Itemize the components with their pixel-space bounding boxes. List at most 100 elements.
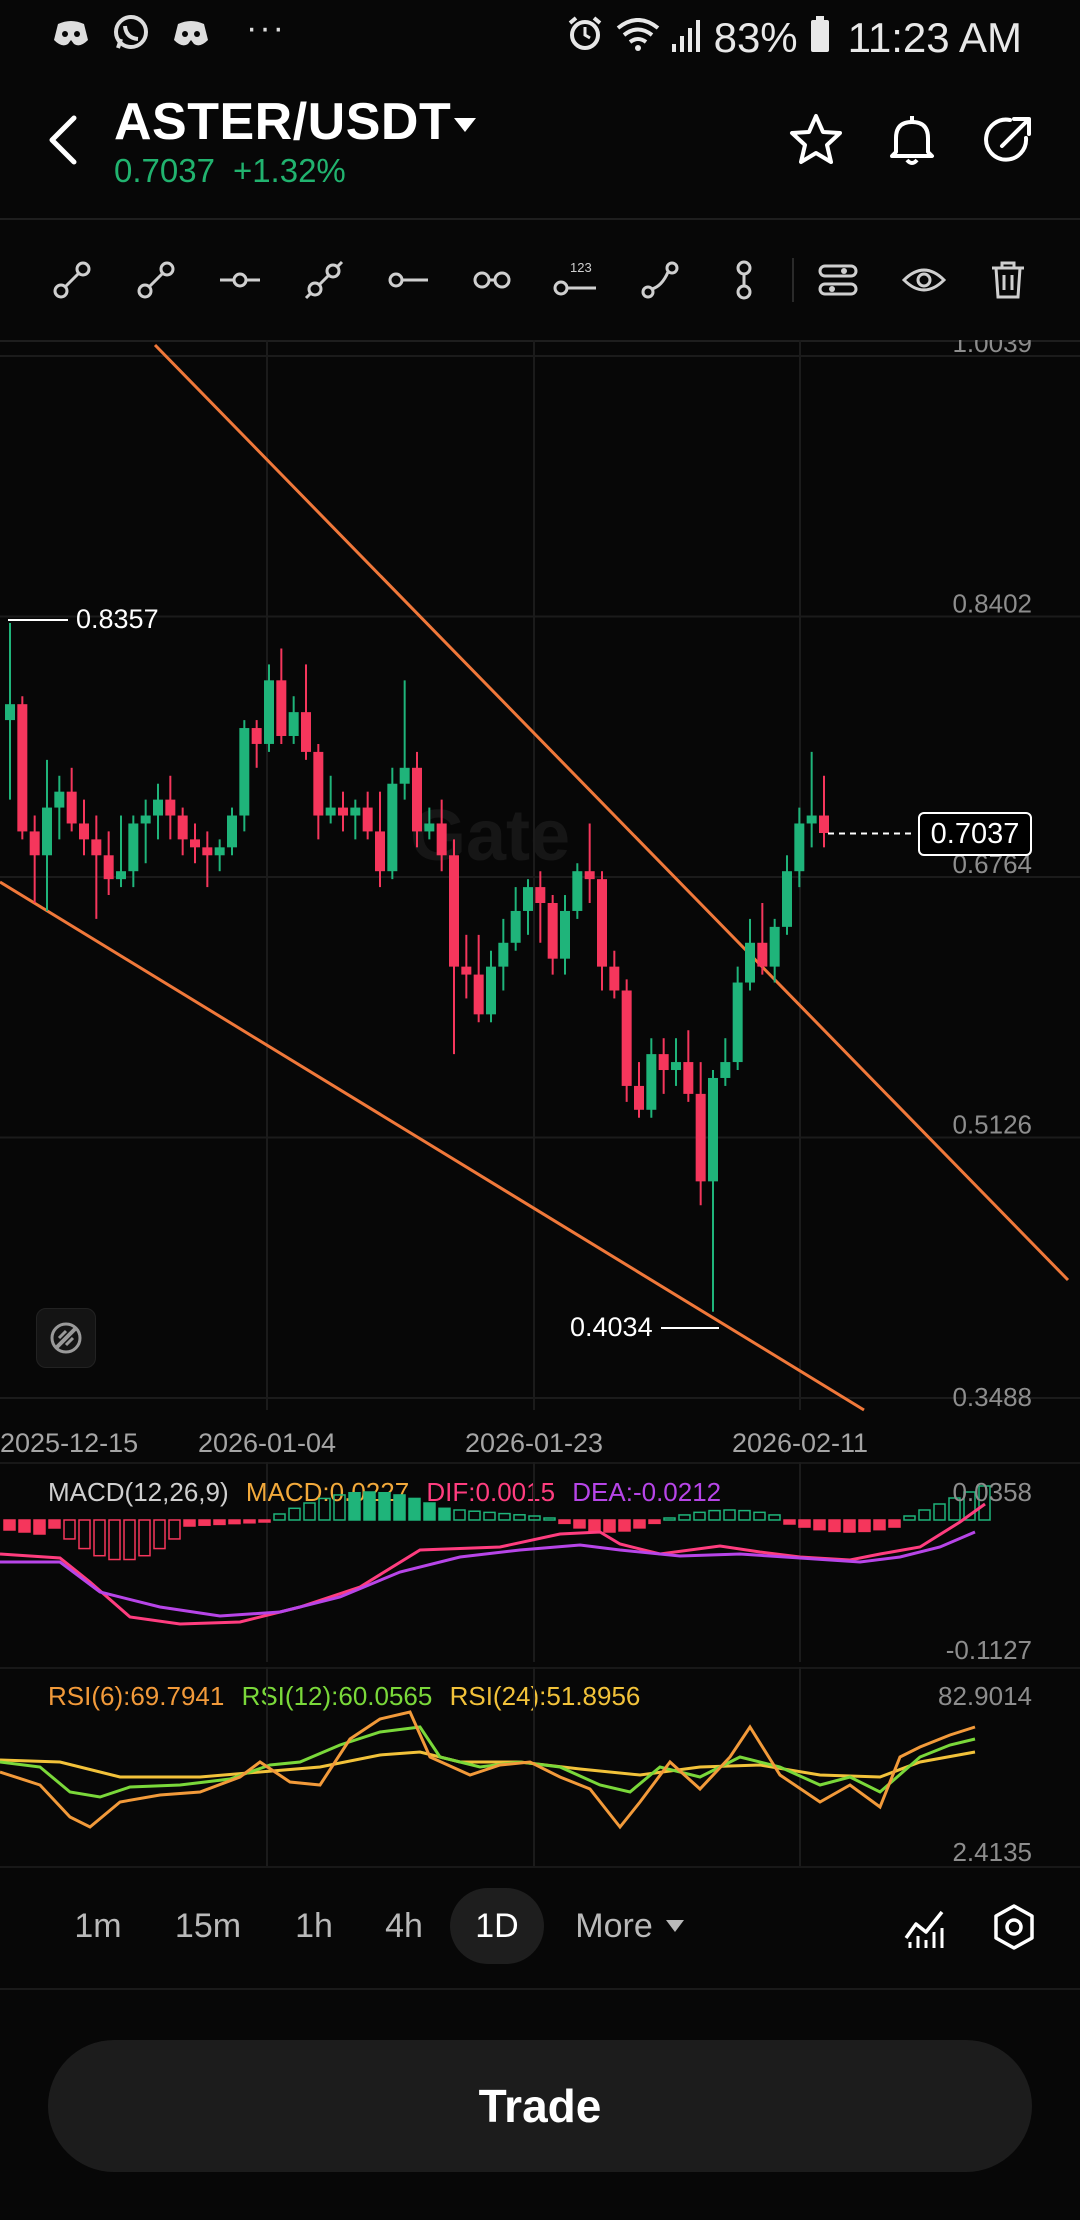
- candle-body: [91, 839, 102, 856]
- indicator-bottom-divider: [0, 1866, 1080, 1868]
- trade-button[interactable]: Trade: [48, 2040, 1032, 2172]
- extended-line-icon[interactable]: [294, 240, 354, 320]
- pair-title[interactable]: ASTER/USDT: [114, 93, 452, 151]
- timeframe-15m[interactable]: 15m: [174, 1906, 242, 1945]
- candle: [461, 934, 472, 999]
- candle: [276, 648, 287, 744]
- candle: [683, 1030, 694, 1102]
- macd-histogram-bar: [468, 1510, 481, 1521]
- candle-body: [782, 871, 792, 927]
- macd-chart[interactable]: [0, 1462, 1080, 1662]
- candle-body: [54, 791, 65, 808]
- candle-body: [412, 767, 422, 832]
- visibility-icon[interactable]: [894, 240, 954, 320]
- candle: [473, 934, 484, 1023]
- candle: [572, 863, 583, 919]
- parallel-channel-icon[interactable]: [462, 240, 522, 320]
- candle-body: [436, 823, 447, 856]
- candle-body: [251, 728, 262, 744]
- star-icon[interactable]: [786, 110, 846, 170]
- macd-histogram-bar: [933, 1503, 946, 1521]
- candle: [745, 918, 755, 991]
- battery-percent: 83%: [713, 14, 798, 61]
- macd-histogram-bar: [543, 1517, 556, 1521]
- chart-settings-icon[interactable]: [989, 1902, 1039, 1952]
- candle: [523, 879, 533, 935]
- price-tick-label: 1.0039: [952, 340, 1032, 358]
- horizontal-line-icon[interactable]: [210, 240, 270, 320]
- candle-body: [264, 680, 274, 744]
- candle-body: [745, 942, 755, 983]
- vertical-line-icon[interactable]: [714, 240, 774, 320]
- candle-body: [387, 783, 398, 872]
- timeframe-1m[interactable]: 1m: [74, 1906, 122, 1945]
- date-tick-label: 2025-12-15: [0, 1428, 138, 1458]
- last-price: 0.7037: [114, 152, 215, 189]
- candle: [584, 823, 595, 904]
- macd-histogram-bar: [768, 1514, 781, 1521]
- high-marker: 0.8357: [8, 604, 159, 635]
- chart-mode-button[interactable]: [36, 1308, 96, 1368]
- high-value: 0.8357: [76, 604, 159, 634]
- candle: [646, 1038, 657, 1118]
- candle: [794, 807, 805, 888]
- macd-histogram-bar: [873, 1519, 886, 1531]
- candle: [239, 720, 250, 832]
- candle-body: [572, 871, 583, 911]
- trend-line-icon[interactable]: [42, 240, 102, 320]
- macd-histogram-bar: [573, 1519, 586, 1529]
- rsi-divider: [0, 1667, 1080, 1669]
- candle-body: [301, 712, 311, 752]
- indicators-icon[interactable]: [900, 1902, 950, 1952]
- macd-histogram-bar: [198, 1519, 211, 1526]
- rsi24-value: RSI(24):51.8956: [449, 1681, 641, 1711]
- candle: [819, 775, 829, 848]
- candle: [165, 775, 176, 840]
- drawing-settings-icon[interactable]: [808, 240, 868, 320]
- more-timeframes[interactable]: More: [560, 1888, 700, 1964]
- candle-body: [29, 831, 40, 856]
- candle: [510, 887, 521, 951]
- rsi-chart[interactable]: [0, 1667, 1080, 1867]
- toolbar-divider: [0, 340, 1080, 342]
- pair-dropdown-icon[interactable]: [452, 108, 478, 142]
- signal-icon: [671, 14, 702, 62]
- candle-body: [560, 910, 570, 959]
- candle-body: [708, 1077, 718, 1182]
- ray-icon[interactable]: [126, 240, 186, 320]
- macd-title: MACD(12,26,9): [48, 1477, 229, 1507]
- macd-histogram-bar: [528, 1515, 541, 1521]
- timeframe-4h[interactable]: 4h: [385, 1906, 423, 1945]
- candle: [609, 950, 620, 999]
- candle-body: [473, 974, 484, 1015]
- candle-body: [338, 807, 348, 816]
- macd-histogram-bar: [393, 1494, 406, 1521]
- candle-body: [498, 942, 509, 967]
- macd-histogram-bar: [228, 1519, 241, 1525]
- candle-body: [116, 871, 126, 880]
- price-label-icon[interactable]: 123: [546, 240, 606, 320]
- macd-histogram-bar: [33, 1519, 46, 1535]
- macd-histogram-bar: [138, 1519, 151, 1557]
- candle: [387, 767, 398, 880]
- curve-icon[interactable]: [630, 240, 690, 320]
- date-tick-label: 2026-01-23: [465, 1428, 603, 1458]
- macd-histogram-bar: [243, 1519, 256, 1524]
- bell-icon[interactable]: [882, 110, 942, 170]
- macd-histogram-bar: [3, 1519, 16, 1531]
- macd-histogram-bar: [813, 1519, 826, 1531]
- candle-body: [671, 1062, 681, 1071]
- timeframe-1h[interactable]: 1h: [295, 1906, 333, 1945]
- horizontal-ray-icon[interactable]: [378, 240, 438, 320]
- macd-histogram-bar: [723, 1509, 736, 1521]
- back-icon[interactable]: [44, 110, 84, 170]
- candle-body: [461, 966, 472, 975]
- share-icon[interactable]: [978, 110, 1038, 170]
- candle-body: [42, 807, 52, 856]
- delete-icon[interactable]: [978, 240, 1038, 320]
- dea-value: DEA:-0.0212: [572, 1477, 722, 1507]
- timeframe-1d[interactable]: 1D: [450, 1888, 544, 1964]
- macd-histogram-bar: [78, 1519, 91, 1550]
- more-caret-icon: [665, 1920, 684, 1932]
